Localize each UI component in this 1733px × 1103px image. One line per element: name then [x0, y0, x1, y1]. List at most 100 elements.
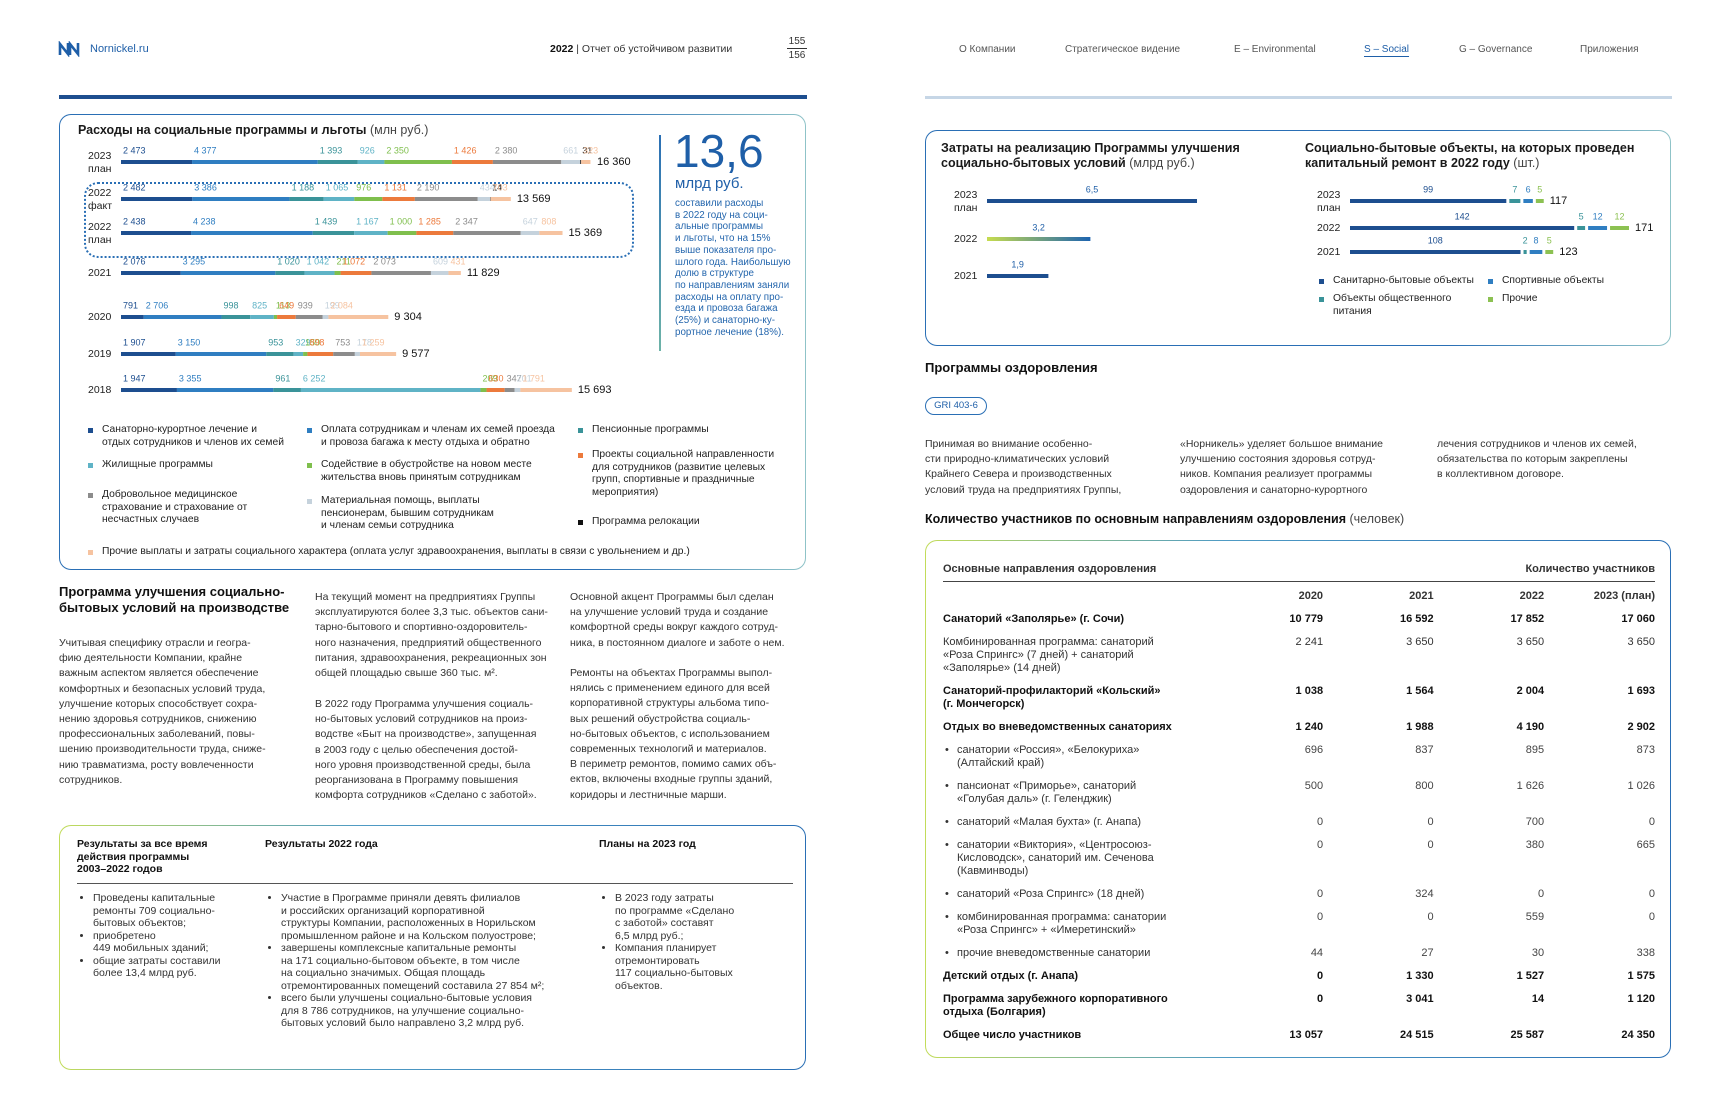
key-figure-text: составили расходы в 2022 году на соци- а… [675, 198, 791, 338]
table-row: Детский отдых (г. Анапа) 0 1 330 1 527 1 575 [943, 965, 1655, 988]
row-value: 895 [1525, 744, 1545, 756]
paragraph: Ремонты на объектах Программы выпол- нял… [570, 667, 777, 801]
title-unit: (млрд руб.) [1129, 156, 1195, 170]
header-cell [943, 582, 1213, 609]
paragraph: В 2022 году Программа улучшения социаль-… [315, 698, 537, 802]
report-name: Отчет об устойчивом развитии [581, 43, 733, 55]
legend-label: Санитарно-бытовые объекты [1333, 275, 1474, 286]
row-value: 380 [1525, 839, 1545, 851]
column-heading: Планы на 2023 год [599, 838, 696, 850]
legend-item: Содействие в обустройстве на новом месте… [307, 459, 532, 484]
divider [925, 96, 1672, 99]
row-value: 1 626 [1516, 780, 1545, 792]
row-value: 13 057 [1289, 1029, 1324, 1041]
row-value: 0 [1316, 888, 1324, 900]
row-name: Отдых во вневедомственных санаториях [943, 721, 1172, 733]
nav-link[interactable]: G – Governance [1459, 44, 1533, 55]
row-value: 24 515 [1399, 1029, 1434, 1041]
title-text: Социально-бытовые объекты, на которых пр… [1305, 141, 1635, 170]
legend-label: Материальная помощь, выплаты пенсионерам… [321, 495, 494, 531]
chart-panel [59, 114, 806, 570]
legend-item: Прочие [1488, 293, 1537, 306]
bullet-item: всего были улучшены социально-бытовые ус… [281, 992, 607, 1030]
gri-badge: GRI 403-6 [925, 397, 987, 415]
year-header: 2023 (план) [1593, 590, 1655, 602]
row-value: 14 [1531, 993, 1545, 1005]
legend-marker [88, 428, 93, 433]
legend-item: Проекты социальной направленности для со… [578, 449, 774, 499]
legend-label: Объекты общественного питания [1333, 293, 1452, 317]
row-name: санатории «Россия», «Белокуриха» (Алтайс… [943, 739, 1213, 775]
legend-label: Пенсионные программы [592, 424, 709, 435]
legend-label: Санаторно-курортное лечение и отдых сотр… [102, 424, 284, 448]
section-heading: Программы оздоровления [925, 360, 1098, 375]
year-header: 2022 [1519, 590, 1545, 602]
nav-link[interactable]: О Компании [959, 44, 1016, 55]
site-link[interactable]: Nornickel.ru [90, 43, 149, 55]
legend-label: Прочие выплаты и затраты социального хар… [102, 546, 690, 557]
health-table: Основные направления оздоровления Количес… [943, 558, 1655, 1047]
row-value: 0 [1538, 888, 1545, 900]
row-name: Общее число участников [943, 1029, 1082, 1041]
legend-item: Оплата сотрудникам и членам их семей про… [307, 424, 555, 449]
legend-marker [88, 550, 93, 555]
nav-link[interactable]: Приложения [1580, 44, 1639, 55]
result-list: Участие в Программе приняли девять филиа… [267, 892, 607, 1030]
bullet-list: В 2023 году затраты по программе «Сделан… [601, 892, 811, 992]
rule [77, 883, 793, 884]
row-value: 2 241 [1295, 636, 1324, 648]
report-year: 2022 [550, 43, 574, 55]
report-label: 2022 | Отчет об устойчивом развитии [550, 43, 733, 55]
row-value: 1 564 [1406, 685, 1434, 697]
row-value: 338 [1636, 947, 1655, 959]
row-value: 2 004 [1516, 685, 1545, 697]
table-title: Количество участников по основным направ… [925, 512, 1404, 526]
result-list: Проведены капитальные ремонты 709 социал… [79, 892, 274, 980]
legend-marker [1488, 279, 1493, 284]
row-value: 1 330 [1406, 970, 1434, 982]
column-heading: Результаты 2022 года [265, 838, 378, 850]
row-value: 0 [1427, 839, 1434, 851]
title-text: Затраты на реализацию Программы улучшени… [941, 141, 1240, 170]
row-value: 837 [1415, 744, 1434, 756]
legend-marker [307, 428, 312, 433]
nav-link[interactable]: S – Social [1364, 44, 1410, 55]
row-value: 0 [1427, 911, 1434, 923]
row-value: 1 240 [1295, 721, 1324, 733]
row-value: 27 [1421, 947, 1434, 959]
legend-item: Программа релокации [578, 516, 700, 529]
nav-link[interactable]: Стратегическое видение [1065, 44, 1181, 55]
table-row: санаторий «Малая бухта» (г. Анапа) 0 0 700 0 [943, 811, 1655, 834]
row-value: 0 [1316, 816, 1324, 828]
total-pages: 156 [788, 50, 806, 61]
row-value: 1 026 [1627, 780, 1655, 792]
current-page: 155 [787, 36, 807, 49]
years-row: 2020 2021 2022 2023 (план) [943, 582, 1655, 609]
legend-label: Спортивные объекты [1502, 275, 1605, 286]
key-figure: 13,6 [674, 125, 764, 177]
nav-link[interactable]: E – Environmental [1234, 44, 1316, 55]
legend-marker [88, 493, 93, 498]
row-value: 559 [1525, 911, 1545, 923]
bullet-list: Проведены капитальные ремонты 709 социал… [79, 892, 274, 980]
row-name: пансионат «Приморье», санаторий «Голубая… [943, 775, 1213, 811]
table-row: Санаторий-профилакторий «Кольский» (г. М… [943, 680, 1655, 716]
row-value: 16 592 [1399, 613, 1434, 625]
legend-marker [307, 499, 312, 504]
row-value: 1 120 [1627, 993, 1655, 1005]
row-value: 0 [1427, 816, 1434, 828]
table-row: Комбинированная программа: санаторий «Ро… [943, 631, 1655, 680]
legend-item: Пенсионные программы [578, 424, 709, 437]
table-row: Отдых во вневедомственных санаториях 1 24… [943, 716, 1655, 739]
legend-item: Жилищные программы [88, 459, 213, 472]
legend-item: Прочие выплаты и затраты социального хар… [88, 546, 690, 559]
row-value: 3 650 [1516, 636, 1545, 648]
legend-label: Проекты социальной направленности для со… [592, 449, 775, 498]
row-value: 324 [1415, 888, 1434, 900]
legend-label: Прочие [1502, 293, 1538, 304]
row-name: Санаторий «Заполярье» (г. Сочи) [943, 613, 1125, 625]
row-value: 4 190 [1516, 721, 1545, 733]
legend-label: Содействие в обустройстве на новом месте… [321, 459, 532, 483]
legend-item: Спортивные объекты [1488, 275, 1604, 288]
row-name: санаторий «Малая бухта» (г. Анапа) [943, 811, 1213, 834]
